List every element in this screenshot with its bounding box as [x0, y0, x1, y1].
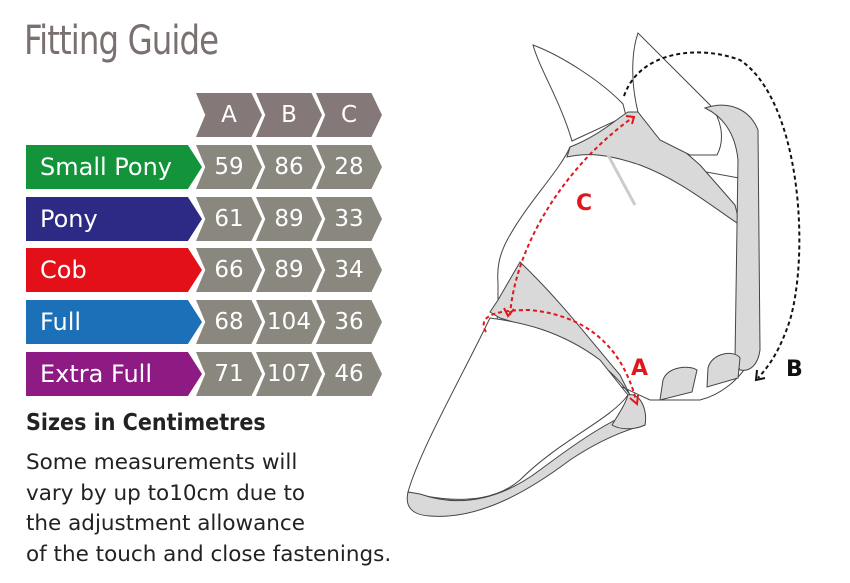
- note-line: Some measurements will: [26, 450, 298, 475]
- measurement-cell: 28: [316, 145, 382, 189]
- note-line: vary by up to10cm due to: [26, 480, 306, 506]
- measurement-cell: 46: [316, 352, 382, 396]
- right-ear: [632, 32, 722, 156]
- units-heading: Sizes in Centimetres: [26, 410, 266, 436]
- measurement-cell: 68: [196, 300, 262, 344]
- measure-c-line: [509, 117, 633, 316]
- size-label: Pony: [26, 197, 202, 241]
- column-header-a: A: [196, 93, 262, 137]
- label-c: C: [576, 191, 592, 216]
- column-header-c: C: [316, 93, 382, 137]
- left-ear: [532, 44, 627, 142]
- measurement-cell: 86: [256, 145, 322, 189]
- measurement-cell: 89: [256, 197, 322, 241]
- label-a: A: [631, 356, 648, 381]
- note-line: of the touch and close fastenings.: [26, 541, 392, 567]
- size-label: Cob: [26, 248, 202, 292]
- muzzle-cover: [407, 317, 629, 500]
- page-title: Fitting Guide: [24, 18, 219, 64]
- measure-a-line: [482, 308, 637, 401]
- measure-arrowheads: [503, 115, 766, 406]
- size-label: Full: [26, 300, 202, 344]
- measurement-cell: 59: [196, 145, 262, 189]
- measurement-cell: 104: [256, 300, 322, 344]
- measurement-cell: 71: [196, 352, 262, 396]
- fastening-tab: [706, 352, 741, 388]
- measurement-cell: 61: [196, 197, 262, 241]
- measurement-cell: 33: [316, 197, 382, 241]
- headpiece-band: [566, 111, 741, 227]
- throat-strap: [703, 104, 761, 371]
- column-header-b: B: [256, 93, 322, 137]
- measurement-cell: 66: [196, 248, 262, 292]
- measurement-cell: 34: [316, 248, 382, 292]
- measurement-cell: 36: [316, 300, 382, 344]
- label-b: B: [786, 357, 803, 382]
- fitting-note: Some measurements will vary by up to10cm…: [26, 448, 466, 570]
- note-line: the adjustment allowance: [26, 511, 305, 536]
- fastening-tab: [659, 366, 698, 401]
- size-label: Extra Full: [26, 352, 202, 396]
- size-label: Small Pony: [26, 145, 202, 189]
- measurement-cell: 89: [256, 248, 322, 292]
- measurement-cell: 107: [256, 352, 322, 396]
